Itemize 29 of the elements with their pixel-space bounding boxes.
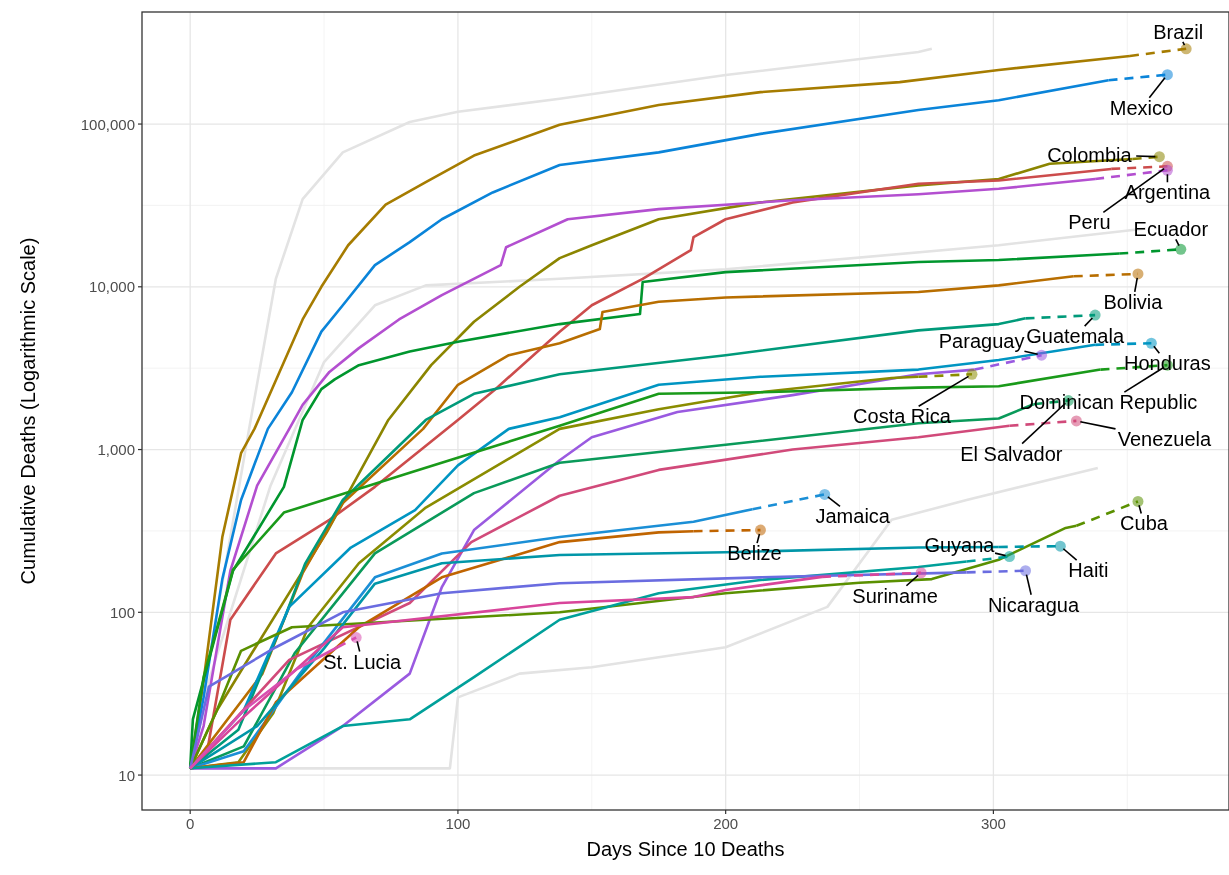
series-label: Honduras bbox=[1124, 352, 1211, 375]
series-label: Mexico bbox=[1109, 96, 1174, 119]
series-label: Suriname bbox=[852, 584, 938, 607]
series-label: Haiti bbox=[1068, 559, 1109, 582]
series-label: Nicaragua bbox=[987, 593, 1080, 616]
x-tick-label: 200 bbox=[713, 815, 739, 832]
x-tick-label: 300 bbox=[980, 815, 1006, 832]
y-tick-label: 10 bbox=[118, 766, 135, 784]
x-axis-title: Days Since 10 Deaths bbox=[586, 838, 785, 860]
series-label: Bolivia bbox=[1103, 290, 1164, 313]
series-label: Venezuela bbox=[1117, 427, 1212, 450]
y-tick-label: 1,000 bbox=[97, 441, 135, 459]
series-label: Paraguay bbox=[938, 330, 1025, 353]
series-label: Ecuador bbox=[1133, 218, 1209, 241]
series-label: Guatemala bbox=[1026, 325, 1125, 348]
series-label: Colombia bbox=[1047, 143, 1133, 166]
y-tick-label: 10,000 bbox=[89, 278, 135, 296]
series-label: Costa Rica bbox=[853, 405, 952, 428]
x-tick-label: 100 bbox=[445, 815, 471, 832]
y-tick-label: 100 bbox=[109, 603, 135, 621]
text: Peru bbox=[1068, 211, 1111, 234]
series-label: Cuba bbox=[1120, 512, 1169, 535]
series-label: Jamaica bbox=[815, 505, 891, 528]
y-tick-label: 100,000 bbox=[80, 115, 135, 133]
x-tick-label: 0 bbox=[186, 815, 195, 832]
y-axis-title: Cumulative Deaths (Logarithmic Scale) bbox=[17, 237, 39, 585]
series-label: Brazil bbox=[1153, 20, 1204, 43]
series-label: St. Lucia bbox=[323, 650, 402, 673]
series-label: El Salvador bbox=[960, 442, 1063, 465]
